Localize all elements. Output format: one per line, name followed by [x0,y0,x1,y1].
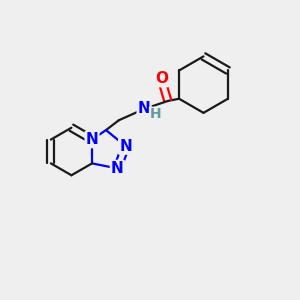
Text: N: N [119,139,132,154]
Text: H: H [149,107,161,121]
Text: O: O [155,71,168,86]
Text: N: N [138,101,150,116]
Text: N: N [111,161,124,176]
Text: N: N [86,132,98,147]
